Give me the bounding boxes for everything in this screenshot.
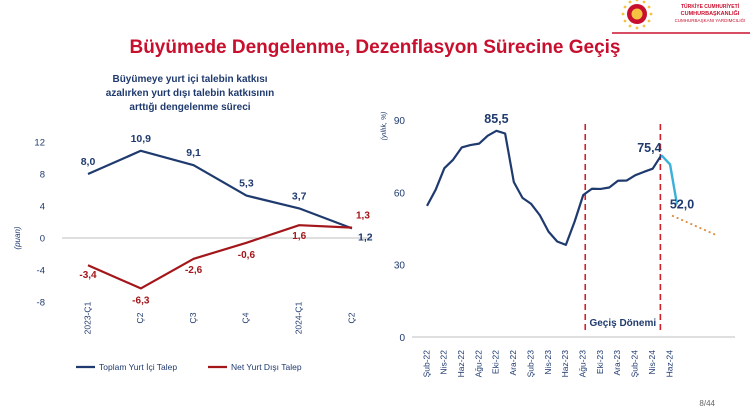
legend-label-domestic: Toplam Yurt İçi Talep	[99, 362, 177, 372]
left-y-tick-label: -4	[37, 266, 45, 277]
inflation-data-label: 75,4	[637, 141, 661, 155]
right-x-tick-label: Ara-23	[612, 350, 622, 376]
left-chart: Büyümeye yurt içi talebin katkısı azalır…	[13, 74, 373, 372]
net-foreign-data-label: -3,4	[79, 270, 97, 281]
left-y-tick-label: -8	[37, 298, 45, 309]
left-y-tick-label: 0	[40, 234, 45, 245]
right-x-tick-label: Nis-22	[439, 350, 449, 375]
left-legend: Toplam Yurt İçi Talep Net Yurt Dışı Tale…	[76, 362, 302, 372]
brand-line-2: CUMHURBAŞKANLIĞI	[681, 9, 740, 17]
right-y-tick-label: 0	[399, 333, 405, 344]
left-y-axis-label: (puan)	[13, 226, 22, 249]
left-chart-title-line-2: azalırken yurt dışı talebin katkısının	[106, 88, 274, 99]
right-x-tick-label: Nis-24	[647, 350, 657, 375]
right-x-tick-label: Şub-24	[630, 350, 640, 378]
domestic-data-label: 9,1	[186, 147, 201, 159]
right-x-tick-label: Nis-23	[543, 350, 553, 375]
domestic-data-label: 3,7	[292, 190, 307, 202]
left-x-tick-label: 2024-Ç1	[293, 301, 303, 334]
left-x-tick-label: 2023-Ç1	[82, 301, 92, 334]
left-series	[87, 149, 353, 290]
left-x-tick-label: Ç2	[346, 312, 356, 323]
right-y-tick-label: 90	[394, 116, 406, 127]
brand-line-3: CUMHURBAŞKANI YARDIMCILIĞI	[675, 17, 746, 23]
inflation-recent-line	[660, 154, 679, 205]
net-foreign-data-label: -6,3	[132, 295, 150, 306]
left-chart-title-line-1: Büyümeye yurt içi talebin katkısı	[112, 74, 267, 85]
header: TÜRKİYE CUMHURİYETİ CUMHURBAŞKANLIĞI CUM…	[612, 0, 750, 34]
brand-line-1: TÜRKİYE CUMHURİYETİ	[681, 3, 740, 10]
right-x-tick-label: Ağu-22	[473, 350, 483, 378]
domestic-data-label: 10,9	[131, 133, 152, 145]
inflation-line	[426, 129, 663, 246]
right-data-labels: 85,5 75,4 52,0	[484, 112, 694, 212]
right-series	[426, 129, 719, 246]
right-x-tick-label: Haz-22	[456, 350, 466, 378]
net-foreign-data-label: 1,3	[356, 211, 370, 222]
right-x-tick-label: Ağu-23	[577, 350, 587, 378]
left-x-tick-label: Ç2	[135, 312, 145, 323]
inflation-data-label: 52,0	[670, 198, 694, 212]
left-y-tick-label: 4	[40, 202, 45, 213]
left-y-ticks: 12 8 4 0 -4 -8	[34, 138, 45, 309]
domestic-data-label: 1,2	[358, 231, 373, 243]
right-x-tick-label: Ara-22	[508, 350, 518, 376]
left-x-tick-label: Ç3	[188, 312, 198, 323]
domestic-data-label: 8,0	[81, 156, 96, 168]
inflation-data-label: 85,5	[484, 112, 508, 126]
left-data-labels: 8,0 10,9 9,1 5,3 3,7 1,2 -3,4 -6,3 -2,6 -0,6 1,6 1,…	[79, 133, 372, 307]
page-number: 8/44	[699, 399, 715, 408]
right-y-ticks: 90 60 30 0	[394, 116, 406, 344]
right-x-ticks: Şub-22 Nis-22 Haz-22 Ağu-22 Eki-22 Ara-22 Şub-…	[421, 350, 674, 378]
right-x-tick-label: Eki-23	[595, 350, 605, 374]
right-x-tick-label: Haz-24	[664, 350, 674, 378]
net-foreign-demand-line	[87, 224, 353, 290]
legend-label-foreign: Net Yurt Dışı Talep	[231, 362, 302, 372]
domestic-demand-line	[87, 149, 353, 230]
slide-title: Büyümede Dengelenme, Dezenflasyon Süreci…	[129, 37, 620, 58]
net-foreign-data-label: 1,6	[292, 231, 306, 242]
net-foreign-data-label: -0,6	[238, 250, 256, 261]
left-y-tick-label: 12	[34, 138, 45, 149]
presidential-emblem-icon	[621, 0, 653, 30]
net-foreign-data-label: -2,6	[185, 265, 203, 276]
right-x-tick-label: Şub-22	[421, 350, 431, 378]
right-x-tick-label: Eki-22	[491, 350, 501, 374]
left-x-ticks: 2023-Ç1 Ç2 Ç3 Ç4 2024-Ç1 Ç2	[82, 301, 356, 334]
right-y-tick-label: 60	[394, 188, 406, 199]
domestic-data-label: 5,3	[239, 178, 254, 190]
left-x-tick-label: Ç4	[241, 312, 251, 323]
right-y-axis-label: (yıllık, %)	[381, 112, 388, 141]
left-y-tick-label: 8	[40, 170, 45, 181]
left-chart-title-line-3: arttığı dengelenme süreci	[129, 102, 250, 113]
right-y-tick-label: 30	[394, 261, 406, 272]
right-x-tick-label: Şub-23	[525, 350, 535, 378]
right-chart: (yıllık, %) 90 60 30 0 Şub-22 Nis-22 Haz-22 Ağ…	[381, 112, 735, 378]
transition-period-label: Geçiş Dönemi	[589, 318, 656, 329]
inflation-forecast-dotted-line	[671, 214, 719, 237]
right-x-tick-label: Haz-23	[560, 350, 570, 378]
